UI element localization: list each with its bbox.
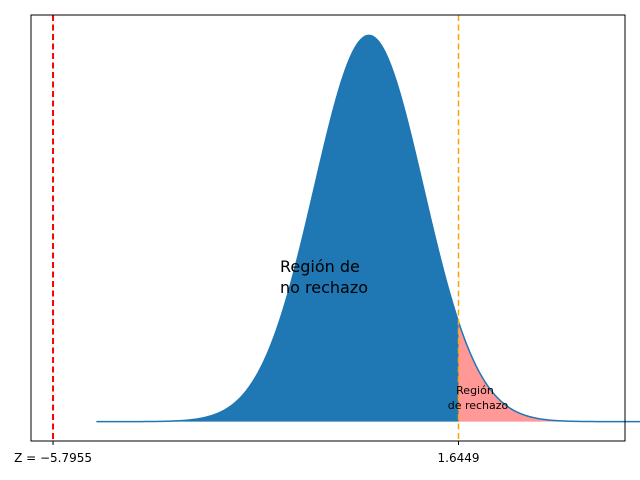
x-tick-label-stat: Z = −5.7955: [14, 451, 92, 465]
non-rejection-region-fill: [96, 35, 459, 422]
plot-area: [52, 15, 640, 441]
density-curve: [96, 34, 640, 423]
axes-frame: [30, 14, 626, 442]
rejection-label: de rechazo: [448, 399, 509, 412]
rejection-region-fill: [458, 321, 640, 422]
x-tick-label-critical: 1.6449: [438, 451, 480, 465]
non-rejection-label: Región de: [280, 257, 360, 276]
non-rejection-label: no rechazo: [280, 278, 368, 297]
rejection-label: Región: [456, 384, 494, 397]
